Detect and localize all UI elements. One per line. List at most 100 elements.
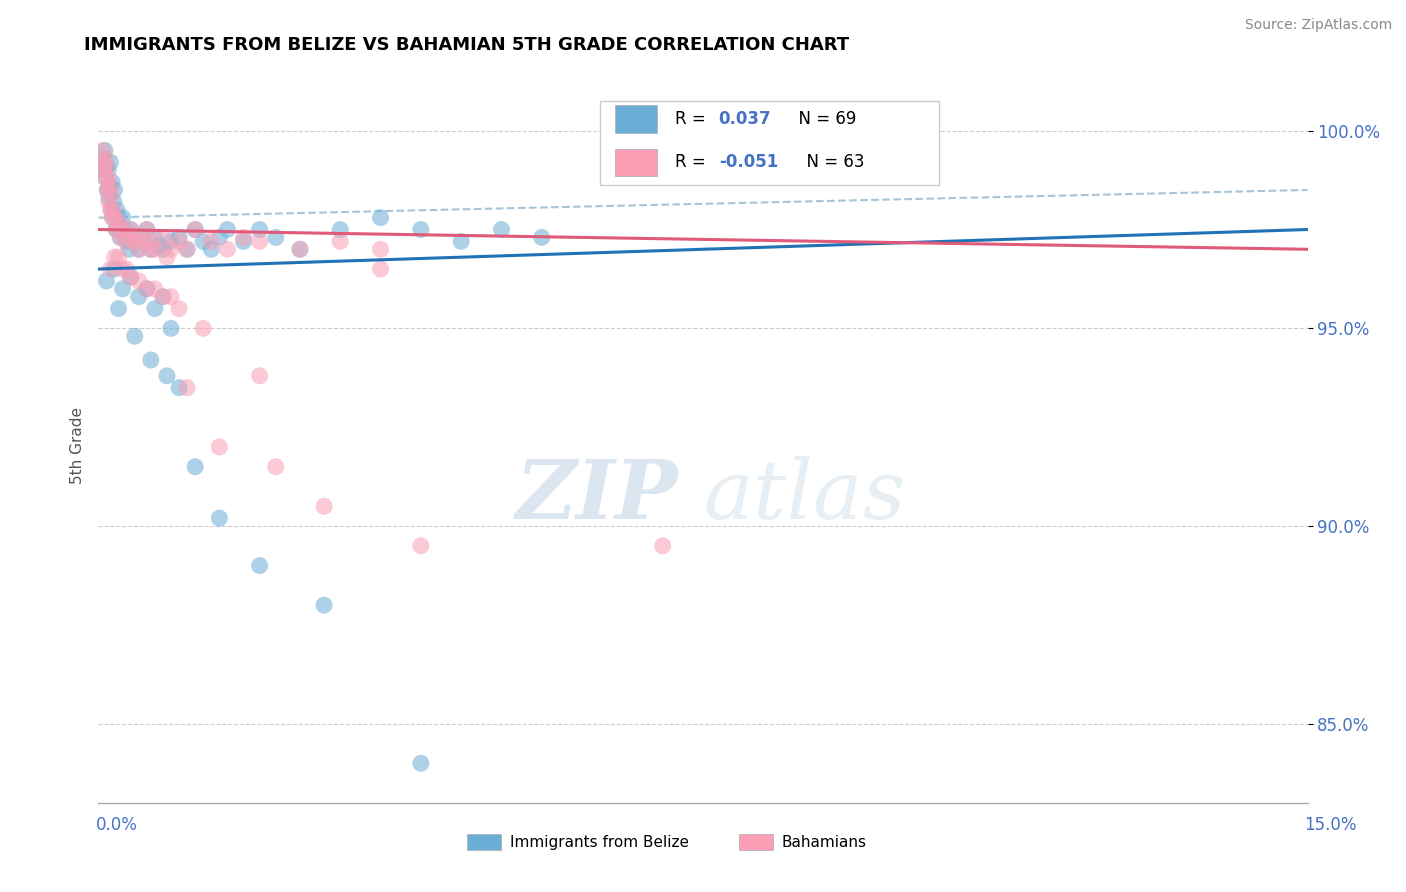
Point [176, 242, 198, 256]
Point [103, 194, 125, 209]
Point [193, 321, 215, 335]
Point [249, 558, 271, 573]
Point [143, 282, 166, 296]
Point [167, 235, 190, 249]
Point [91, 155, 114, 169]
Point [124, 329, 146, 343]
Text: R =: R = [675, 153, 711, 171]
Point [264, 230, 287, 244]
Text: ZIP: ZIP [516, 456, 679, 535]
Point [101, 211, 124, 225]
Point [128, 290, 150, 304]
Point [200, 242, 222, 256]
Point [97, 191, 120, 205]
Point [184, 222, 207, 236]
Point [409, 539, 432, 553]
Point [103, 211, 125, 225]
Point [249, 235, 271, 249]
Point [288, 242, 311, 256]
Text: R =: R = [675, 110, 711, 128]
FancyBboxPatch shape [614, 104, 657, 133]
Point [450, 235, 472, 249]
Point [135, 282, 157, 296]
Point [139, 353, 162, 368]
Point [143, 301, 166, 316]
Point [94, 144, 117, 158]
Point [96, 159, 118, 173]
Point [139, 242, 162, 256]
Point [110, 230, 132, 244]
Point [100, 262, 122, 277]
Point [232, 235, 254, 249]
Point [100, 202, 122, 217]
Point [103, 183, 125, 197]
Point [111, 262, 134, 277]
Point [111, 222, 134, 236]
Point [101, 175, 124, 189]
Point [160, 242, 183, 256]
FancyBboxPatch shape [614, 149, 657, 177]
Point [103, 250, 125, 264]
Point [96, 183, 118, 197]
Point [314, 500, 336, 514]
Point [264, 459, 287, 474]
Point [94, 171, 117, 186]
FancyBboxPatch shape [740, 834, 773, 850]
Point [288, 242, 311, 256]
Point [107, 211, 129, 225]
Point [91, 152, 114, 166]
Point [530, 230, 553, 244]
Point [370, 262, 392, 277]
Point [143, 230, 166, 244]
Point [107, 301, 129, 316]
Point [208, 230, 231, 244]
Point [139, 242, 162, 256]
Point [156, 250, 179, 264]
Point [143, 242, 166, 256]
Point [112, 222, 135, 236]
Point [167, 381, 190, 395]
Point [160, 321, 183, 335]
Point [409, 756, 432, 771]
Point [491, 222, 513, 236]
Point [93, 163, 115, 178]
Point [96, 183, 118, 197]
Text: 5th Grade: 5th Grade [70, 408, 84, 484]
Point [107, 250, 129, 264]
Point [232, 230, 254, 244]
Point [100, 155, 122, 169]
Point [160, 290, 183, 304]
Point [135, 222, 157, 236]
Point [160, 235, 183, 249]
Point [314, 598, 336, 612]
Point [98, 179, 121, 194]
Point [101, 211, 124, 225]
Text: 0.037: 0.037 [718, 110, 772, 128]
Point [124, 235, 146, 249]
Point [139, 235, 162, 249]
Point [120, 222, 142, 236]
Point [208, 440, 231, 454]
Point [329, 235, 352, 249]
Point [96, 159, 118, 173]
Point [208, 511, 231, 525]
Point [97, 194, 120, 209]
Point [249, 222, 271, 236]
Point [124, 230, 146, 244]
Point [132, 235, 155, 249]
Point [98, 179, 121, 194]
Point [115, 262, 138, 277]
Point [193, 235, 215, 249]
Point [107, 214, 129, 228]
Point [152, 242, 174, 256]
Text: 0.0%: 0.0% [96, 816, 138, 834]
Point [120, 222, 142, 236]
Point [128, 242, 150, 256]
Point [148, 238, 170, 252]
Point [217, 242, 239, 256]
Point [105, 202, 128, 217]
Point [152, 230, 174, 244]
Point [115, 235, 138, 249]
Point [120, 269, 142, 284]
Point [167, 230, 190, 244]
